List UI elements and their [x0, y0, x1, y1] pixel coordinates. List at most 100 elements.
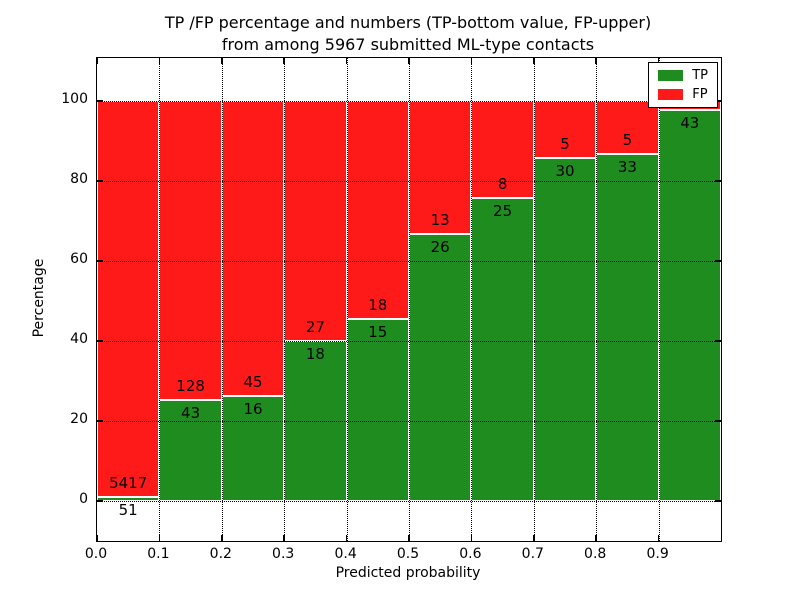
chart-title-line2: from among 5967 submitted ML-type contac…	[221, 35, 595, 54]
tp-count-label: 51	[118, 501, 138, 520]
tp-count-label: 16	[243, 400, 263, 419]
fp-bar-segment	[159, 101, 222, 401]
x-tick-mark-top	[158, 58, 161, 64]
tp-count-label: 15	[368, 323, 388, 342]
y-tick-mark-right	[715, 100, 721, 102]
legend-item-tp: TP	[658, 69, 708, 82]
x-tick-mark	[221, 535, 223, 541]
x-tick-mark-top	[283, 58, 285, 64]
fp-count-label: 8	[497, 174, 508, 193]
x-axis-label: Predicted probability	[335, 565, 481, 581]
x-tick-mark-top	[533, 58, 535, 64]
tp-bar-segment	[658, 110, 721, 501]
x-tick-label: 0.5	[396, 546, 420, 562]
x-tick-label: 0.9	[646, 546, 669, 562]
y-gridline	[97, 421, 721, 422]
x-tick-mark-top	[345, 58, 348, 64]
fp-count-label: 5417	[109, 474, 148, 493]
y-tick-mark-right	[715, 420, 721, 422]
plot-area: TP FP 5417 51 128 43 45 16 27 18 18 15 13 26 8 25 5 30 5…	[96, 57, 722, 542]
y-tick-mark	[97, 180, 103, 182]
y-gridline	[97, 341, 721, 342]
x-tick-mark	[345, 535, 348, 541]
y-tick-label: 100	[61, 91, 88, 107]
y-tick-label: 0	[79, 491, 88, 507]
y-tick-mark-right	[715, 260, 721, 262]
tp-count-label: 33	[617, 157, 637, 176]
x-tick-mark	[96, 535, 98, 541]
tp-bar-segment	[346, 319, 409, 501]
tp-count-label: 26	[430, 238, 450, 257]
x-tick-label: 0.6	[459, 546, 482, 562]
x-tick-mark-top	[221, 58, 223, 64]
tp-count-label: 18	[305, 345, 325, 363]
tp-count-label: 43	[680, 114, 700, 133]
tp-count-label: 30	[555, 162, 575, 181]
y-tick-mark-right	[715, 340, 721, 342]
x-tick-mark-top	[470, 58, 473, 64]
x-gridline	[159, 58, 161, 541]
y-gridline	[97, 181, 721, 182]
x-tick-label: 0.7	[521, 546, 544, 562]
y-tick-label: 80	[70, 171, 88, 187]
x-gridline	[596, 58, 598, 541]
fp-bar-segment	[596, 101, 659, 154]
fp-bar-segment	[346, 101, 409, 320]
x-tick-mark	[408, 535, 410, 541]
x-tick-mark	[470, 535, 473, 541]
y-axis-label: Percentage	[31, 258, 47, 338]
x-tick-label: 0.1	[147, 546, 170, 562]
y-gridline	[97, 101, 721, 102]
x-tick-label: 0.0	[84, 546, 108, 562]
fp-bar-segment	[97, 101, 160, 498]
x-gridline	[284, 58, 286, 541]
y-tick-mark	[97, 500, 103, 502]
x-tick-label: 0.8	[584, 546, 607, 562]
y-tick-mark	[97, 100, 103, 102]
fp-legend-swatch	[658, 89, 684, 100]
y-tick-mark	[97, 340, 103, 342]
y-tick-label: 40	[70, 331, 88, 347]
chart-title-line1: TP /FP percentage and numbers (TP-bottom…	[164, 13, 652, 32]
x-tick-mark	[657, 535, 660, 541]
y-tick-mark	[97, 260, 103, 262]
tp-bar-segment	[533, 158, 597, 501]
x-tick-mark-top	[408, 58, 410, 64]
x-tick-label: 0.2	[209, 546, 232, 562]
legend: TP FP	[648, 62, 718, 108]
tp-bar-segment	[159, 400, 222, 501]
y-tick-label: 20	[70, 411, 88, 427]
fp-count-label: 5	[622, 130, 633, 149]
tp-legend-swatch	[658, 70, 684, 81]
x-gridline	[471, 58, 473, 541]
y-gridline	[97, 501, 721, 502]
x-tick-mark	[595, 535, 597, 541]
x-tick-mark	[533, 535, 535, 541]
x-gridline	[346, 58, 348, 541]
x-gridline	[409, 58, 410, 541]
x-tick-mark-top	[96, 58, 98, 64]
x-tick-label: 0.3	[272, 546, 295, 562]
legend-item-fp: FP	[658, 88, 708, 101]
x-tick-mark-top	[595, 58, 597, 64]
x-gridline	[221, 58, 223, 541]
tp-count-label: 25	[493, 201, 513, 220]
fp-count-label: 13	[430, 211, 450, 230]
chart-title: TP /FP percentage and numbers (TP-bottom…	[96, 12, 720, 56]
y-tick-mark-right	[715, 180, 721, 182]
tp-bar-segment	[409, 234, 472, 501]
fp-count-label: 18	[368, 296, 388, 315]
x-tick-mark	[158, 535, 161, 541]
x-tick-mark-top	[657, 58, 660, 64]
fp-bar-segment	[409, 101, 472, 235]
fp-count-label: 27	[305, 318, 325, 336]
x-gridline	[658, 58, 660, 541]
fp-count-label: 128	[176, 377, 205, 396]
y-tick-label: 60	[70, 251, 88, 267]
x-tick-label: 0.4	[334, 546, 357, 562]
x-gridline	[533, 58, 535, 541]
fp-bar-segment	[221, 101, 285, 397]
tp-bar-segment	[471, 197, 534, 501]
tp-bar-segment	[97, 497, 160, 501]
